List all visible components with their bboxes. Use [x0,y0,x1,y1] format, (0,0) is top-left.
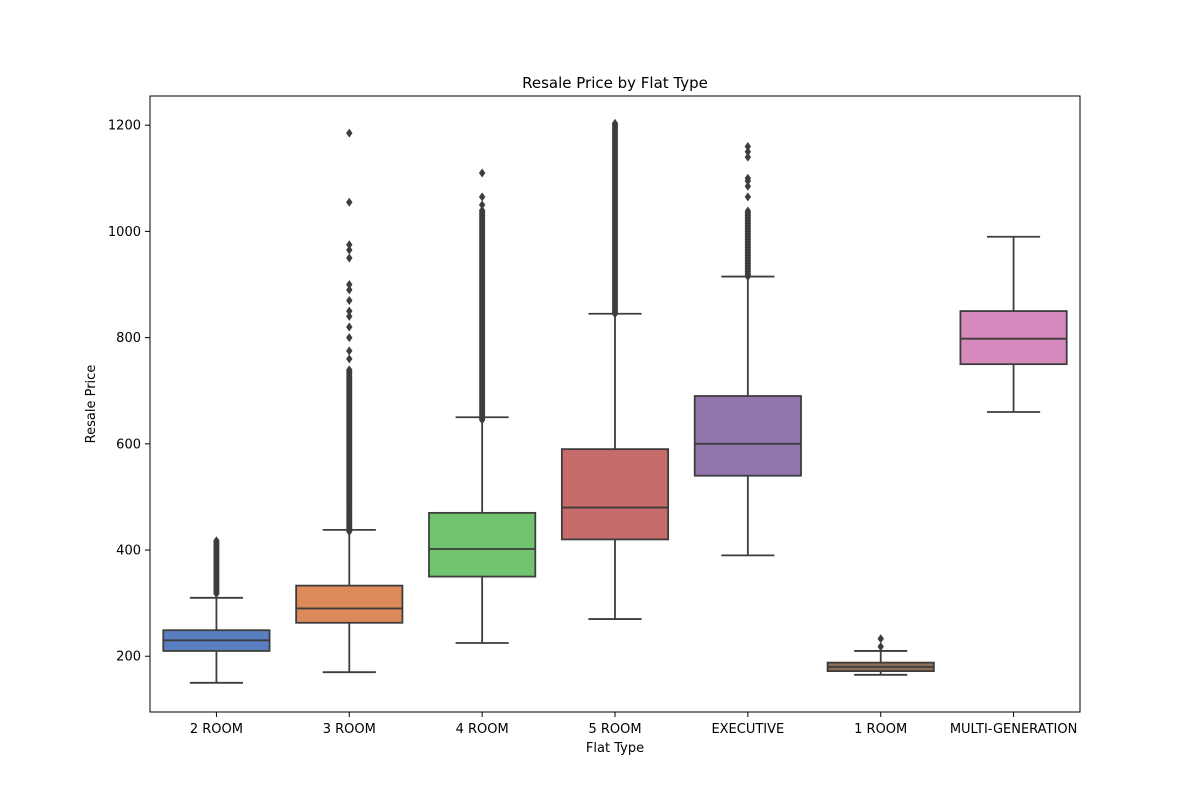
x-tick-label: 1 ROOM [854,722,907,737]
box-body [560,448,670,541]
y-tick-label: 1200 [108,119,141,134]
outlier-point [744,181,752,191]
outlier-point [346,365,353,375]
outlier-point [744,192,752,202]
outlier-point [478,168,486,178]
y-tick-label: 1000 [108,225,141,240]
outlier-point [744,141,752,151]
outlier-point [346,333,353,343]
box-executive [693,141,802,557]
outlier-point [346,280,353,290]
outlier-point [611,118,619,128]
outliers [877,634,884,652]
box-5-room [560,118,670,620]
outlier-point [877,634,884,644]
x-axis-label: Flat Type [586,741,644,756]
x-tick-label: 4 ROOM [456,722,509,737]
outlier-point [744,173,752,183]
outliers [346,128,353,536]
x-tick-label: 5 ROOM [588,722,641,737]
outlier-point [478,192,486,202]
outliers [611,118,619,319]
outlier-point [744,206,752,216]
x-axis: 2 ROOM 3 ROOM 4 ROOM 5 ROOM EXECUTIVE 1 ROOM M… [190,712,1077,737]
box-body [693,395,802,477]
box-2-room [162,536,271,684]
outlier-point [213,536,220,546]
outlier-point [744,147,752,157]
boxes-layer [162,118,1068,684]
outlier-point [346,285,353,295]
y-tick-label: 200 [116,650,141,665]
outlier-point [346,240,353,250]
outlier-point [346,128,353,138]
y-tick-label: 600 [116,437,141,452]
box-multi-generation [959,235,1068,413]
chart-title: Resale Price by Flat Type [522,74,708,92]
x-tick-label: MULTI-GENERATION [950,722,1077,737]
outlier-point [346,245,353,255]
plot-frame [149,95,1081,713]
outliers [478,168,486,425]
outlier-point [346,322,353,332]
outliers [744,141,752,282]
outlier-point [346,253,353,263]
outliers [213,536,220,599]
outlier-point [346,311,353,321]
x-tick-label: EXECUTIVE [711,722,784,737]
box-4-room [428,168,537,644]
box-body [428,511,537,578]
outlier-point [478,205,486,215]
y-tick-label: 400 [116,544,141,559]
outlier-point [346,197,353,207]
x-tick-label: 2 ROOM [190,722,243,737]
outlier-point [346,295,353,305]
outlier-point [877,642,884,652]
box-3-room [295,128,404,674]
y-axis-label: Resale Price [84,365,99,444]
y-axis: 200 400 600 800 1000 1200 [108,119,150,665]
x-tick-label: 3 ROOM [323,722,376,737]
outlier-point [346,306,353,316]
box-body [959,310,1068,366]
outlier-point [346,346,353,356]
y-tick-label: 800 [116,331,141,346]
box-body [295,584,404,624]
outlier-point [478,200,486,210]
outlier-point [346,354,353,364]
box-1-room [826,634,935,676]
outlier-point [744,152,752,162]
